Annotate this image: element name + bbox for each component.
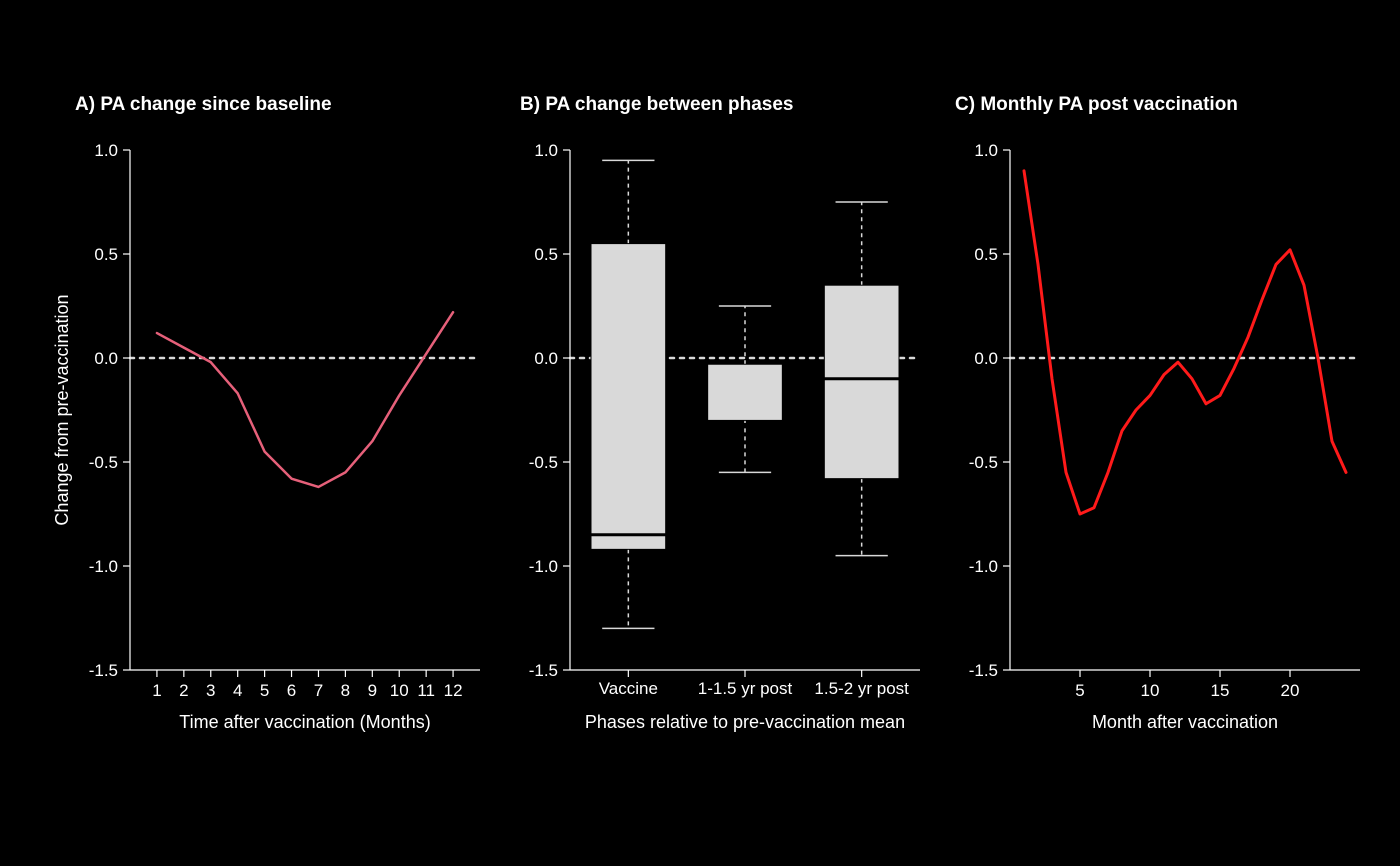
svg-text:11: 11	[417, 681, 435, 700]
svg-text:1.0: 1.0	[974, 141, 998, 160]
line-series	[1024, 171, 1346, 514]
svg-text:1: 1	[152, 681, 161, 700]
svg-text:10: 10	[1141, 681, 1160, 700]
x-axis-label: Month after vaccination	[1092, 712, 1278, 732]
svg-text:4: 4	[233, 681, 242, 700]
panel-c: -1.5 -1.0 -0.5 0.0 0.5 1.0 5 10 15 20 C) Monthly P…	[940, 80, 1370, 800]
svg-text:-1.5: -1.5	[529, 661, 558, 680]
svg-text:20: 20	[1281, 681, 1300, 700]
svg-text:-1.5: -1.5	[969, 661, 998, 680]
svg-text:1.0: 1.0	[534, 141, 558, 160]
y-axis-label: Change from pre-vaccination	[52, 294, 72, 525]
box	[591, 244, 666, 550]
category-label: 1-1.5 yr post	[698, 679, 793, 698]
panel-title: A) PA change since baseline	[75, 94, 332, 115]
category-label: Vaccine	[599, 679, 658, 698]
panel-b: -1.5 -1.0 -0.5 0.0 0.5 1.0 B) PA change betwee…	[500, 80, 930, 800]
svg-text:6: 6	[287, 681, 296, 700]
svg-text:5: 5	[260, 681, 269, 700]
svg-text:9: 9	[368, 681, 377, 700]
category-label: 1.5-2 yr post	[814, 679, 909, 698]
panel-a: -1.5-1.0-0.50.00.51.0123456789101112A) P…	[40, 80, 490, 800]
box	[708, 364, 783, 420]
svg-text:0.0: 0.0	[534, 349, 558, 368]
svg-text:-1.5: -1.5	[89, 661, 118, 680]
svg-text:-1.0: -1.0	[529, 557, 558, 576]
svg-text:8: 8	[341, 681, 350, 700]
svg-text:0.5: 0.5	[974, 245, 998, 264]
figure-stage: -1.5-1.0-0.50.00.51.0123456789101112A) P…	[0, 0, 1400, 866]
svg-text:10: 10	[390, 681, 409, 700]
panel-title: C) Monthly PA post vaccination	[955, 94, 1238, 115]
svg-text:15: 15	[1211, 681, 1230, 700]
x-axis-label: Phases relative to pre-vaccination mean	[585, 712, 905, 732]
svg-text:0.5: 0.5	[534, 245, 558, 264]
svg-text:0.0: 0.0	[94, 349, 118, 368]
box	[824, 285, 899, 478]
svg-text:-0.5: -0.5	[969, 453, 998, 472]
svg-text:5: 5	[1075, 681, 1084, 700]
svg-text:-0.5: -0.5	[89, 453, 118, 472]
svg-text:2: 2	[179, 681, 188, 700]
svg-text:3: 3	[206, 681, 215, 700]
svg-text:12: 12	[444, 681, 463, 700]
x-axis-label: Time after vaccination (Months)	[179, 712, 430, 732]
svg-text:0.0: 0.0	[974, 349, 998, 368]
svg-text:-1.0: -1.0	[89, 557, 118, 576]
svg-text:7: 7	[314, 681, 323, 700]
panel-title: B) PA change between phases	[520, 94, 793, 115]
svg-text:1.0: 1.0	[94, 141, 118, 160]
svg-text:-0.5: -0.5	[529, 453, 558, 472]
line-series	[157, 312, 453, 487]
svg-text:0.5: 0.5	[94, 245, 118, 264]
svg-text:-1.0: -1.0	[969, 557, 998, 576]
